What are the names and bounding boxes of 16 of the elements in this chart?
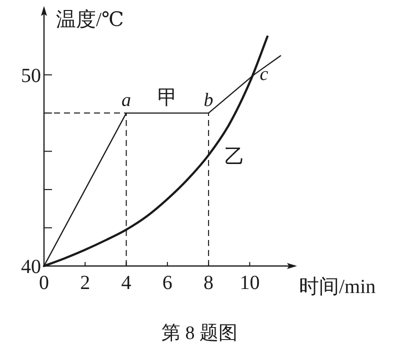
- annotation: b: [204, 90, 214, 112]
- series-label: 甲: [157, 87, 178, 110]
- series-label: 乙: [224, 146, 245, 168]
- y-tick-label: 50: [21, 64, 41, 87]
- x-tick-label: 8: [204, 272, 214, 294]
- y-axis-title: 温度/℃: [56, 9, 124, 31]
- x-tick-label: 10: [240, 272, 260, 294]
- y-tick-label: 40: [21, 256, 41, 278]
- annotation: c: [260, 64, 269, 85]
- x-tick-label: 6: [162, 272, 172, 294]
- x-tick-label: 2: [80, 272, 90, 294]
- x-axis-title: 时间/min: [299, 276, 376, 298]
- annotation: a: [122, 90, 132, 112]
- x-tick-label: 4: [121, 272, 132, 294]
- x-tick-label: 0: [39, 272, 49, 294]
- text: 第 8 题图: [162, 323, 238, 344]
